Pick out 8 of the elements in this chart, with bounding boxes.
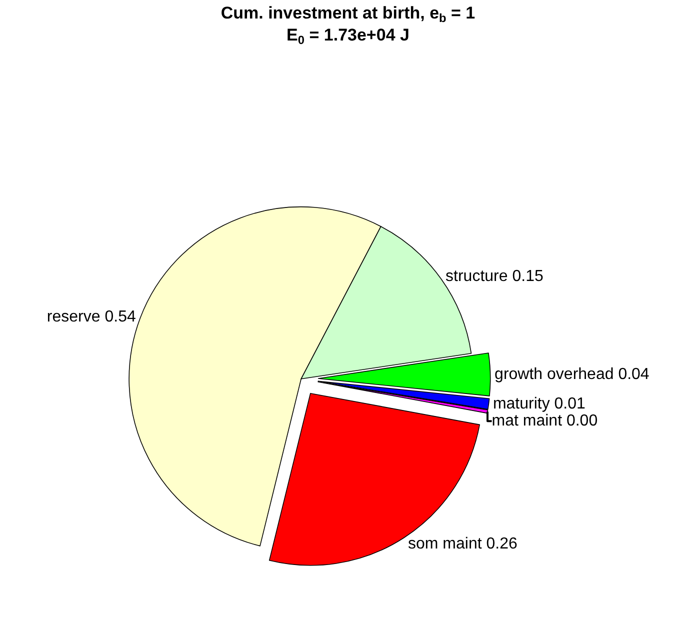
slice-label: maturity 0.01 bbox=[492, 396, 586, 413]
slice-label: mat maint 0.00 bbox=[492, 412, 598, 430]
slice-label: structure 0.15 bbox=[446, 268, 544, 285]
slice-label: som maint 0.26 bbox=[408, 535, 518, 552]
chart-title: Cum. investment at birth, e$_{b}$ = 1 bbox=[220, 4, 476, 26]
slice-label: reserve 0.54 bbox=[46, 308, 136, 326]
slice-label: growth overhead 0.04 bbox=[494, 366, 650, 383]
chart-subtitle: E$_{0}$ = 1.73e+04 J bbox=[286, 26, 410, 48]
